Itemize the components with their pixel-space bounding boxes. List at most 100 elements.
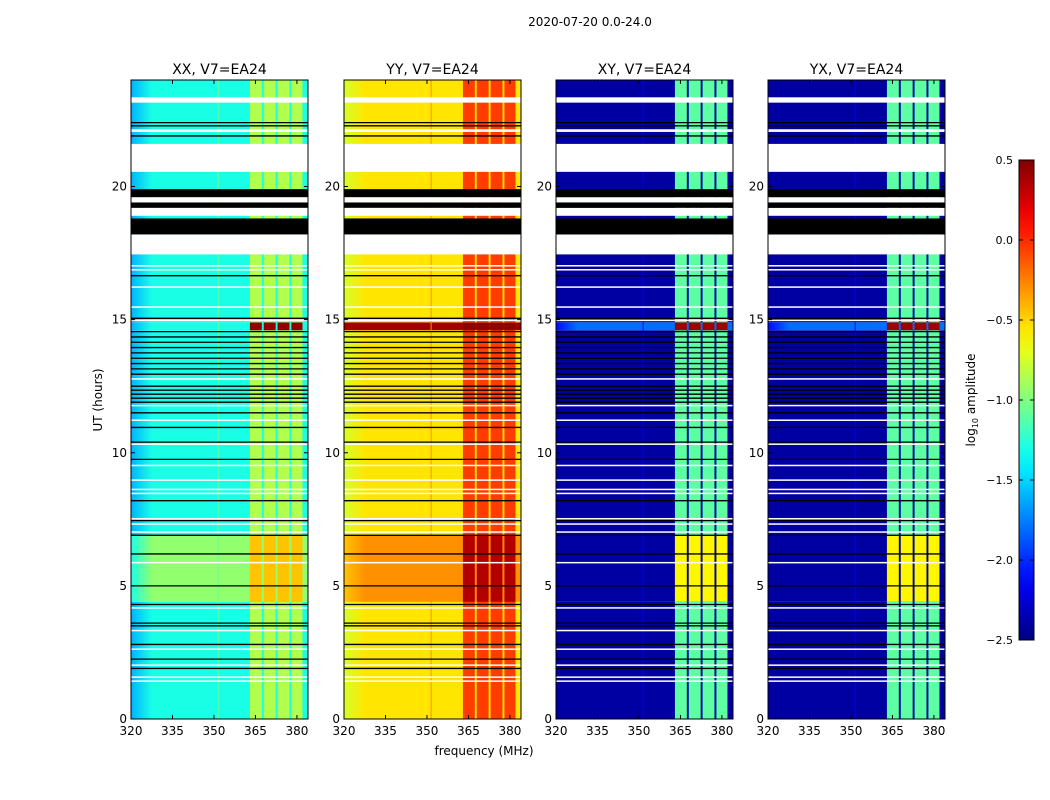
axes-frame [130, 79, 309, 720]
heatmap-band-cell [688, 601, 701, 719]
heatmap-band-cell [914, 601, 927, 719]
flagged-row [131, 443, 308, 445]
panel-xy: XY, V7=EA24 320 335 350 365 380 0 5 10 15 20 [537, 62, 734, 738]
gap-row [768, 202, 945, 208]
flagged-row [344, 492, 521, 495]
flagged-row [344, 234, 521, 255]
heatmap-band-cell [914, 322, 927, 331]
heatmap-band-cell [490, 601, 503, 719]
x-tick-label: 320 [545, 724, 568, 738]
heatmap-band-cell [490, 322, 503, 331]
x-tick-label: 380 [922, 724, 945, 738]
flagged-row [344, 607, 521, 609]
flagged-row [131, 464, 308, 467]
flagged-row [344, 378, 521, 380]
flagged-row [768, 319, 945, 322]
heatmap-band-cell [702, 601, 715, 719]
x-tick-label: 380 [285, 724, 308, 738]
flagged-row [131, 265, 308, 267]
heatmap-band-cell [702, 330, 715, 536]
flagged-row [556, 629, 733, 632]
flagged-row [556, 676, 733, 678]
flagged-row [131, 648, 308, 650]
flagged-row [344, 531, 521, 533]
x-tick-label: 350 [840, 724, 863, 738]
flagged-row [344, 207, 521, 216]
flagged-row [131, 306, 308, 308]
heatmap-band-cell [674, 322, 687, 331]
flagged-row [768, 129, 945, 132]
heatmap-band-cell [263, 322, 276, 331]
flagged-row [556, 561, 733, 564]
heatmap-band-cell [476, 322, 489, 331]
flagged-row [556, 207, 733, 216]
heatmap-band-cell [886, 330, 899, 536]
y-tick-label: 20 [325, 180, 340, 194]
flagged-row [768, 531, 945, 533]
flagged-row [131, 207, 308, 216]
gap-row [131, 189, 308, 198]
heatmap-band-cell [277, 601, 290, 719]
heatmap-band-cell [277, 330, 290, 536]
flagged-row [131, 680, 308, 682]
y-tick-label: 5 [332, 579, 340, 593]
heatmap-band-cell [688, 330, 701, 536]
flagged-row [768, 265, 945, 267]
x-tick-label: 320 [120, 724, 143, 738]
heatmap-band-cell [291, 330, 303, 536]
flagged-row [131, 479, 308, 481]
heatmap-band-cell [504, 601, 516, 719]
gap-row [768, 218, 945, 235]
heatmap-band-cell [504, 322, 516, 331]
heatmap-region [556, 322, 733, 331]
flagged-row [131, 607, 308, 609]
flagged-row [556, 143, 733, 172]
y-tick-label: 5 [756, 579, 764, 593]
heatmap-band-cell [716, 322, 728, 331]
heatmap-band-cell [476, 535, 489, 602]
flagged-row [131, 286, 308, 288]
y-tick-label: 10 [749, 446, 764, 460]
flagged-row [768, 492, 945, 495]
y-tick-label: 0 [119, 712, 127, 726]
flagged-row [131, 143, 308, 172]
heatmap-band-cell [476, 601, 489, 719]
flagged-row [768, 523, 945, 525]
flagged-row [768, 306, 945, 308]
heatmap-band-cell [928, 535, 940, 602]
flagged-row [556, 378, 733, 380]
flagged-row [131, 234, 308, 255]
axes-frame [555, 79, 734, 720]
flagged-row [768, 680, 945, 682]
heatmap-band-cell [249, 535, 262, 602]
heatmap-band-cell [476, 330, 489, 536]
gap-row [556, 218, 733, 235]
y-tick-label: 10 [112, 446, 127, 460]
axes-frame [767, 79, 946, 720]
colorbar-tick-label: 0.0 [996, 234, 1014, 247]
flagged-row [131, 378, 308, 380]
flagged-row [344, 523, 521, 525]
heatmap-band-cell [928, 322, 940, 331]
heatmap-band-cell [674, 535, 687, 602]
y-tick-label: 10 [537, 446, 552, 460]
flagged-row [556, 129, 733, 132]
x-tick-label: 335 [161, 724, 184, 738]
heatmap-band-cell [277, 535, 290, 602]
heatmap-band-cell [291, 322, 303, 331]
flagged-row [131, 629, 308, 632]
flagged-row [344, 648, 521, 650]
flagged-row [768, 479, 945, 481]
flagged-row [344, 676, 521, 678]
flagged-row [556, 517, 733, 520]
heatmap-band-cell [263, 601, 276, 719]
flagged-row [768, 404, 945, 407]
flagged-row [768, 664, 945, 666]
heatmap-band-cell [886, 601, 899, 719]
flagged-row [131, 517, 308, 520]
y-tick-label: 15 [537, 313, 552, 327]
figure-title: 2020-07-20 0.0-24.0 [528, 15, 652, 29]
heatmap-band-cell [462, 330, 475, 536]
flagged-row [344, 443, 521, 445]
heatmap-band-cell [277, 322, 290, 331]
